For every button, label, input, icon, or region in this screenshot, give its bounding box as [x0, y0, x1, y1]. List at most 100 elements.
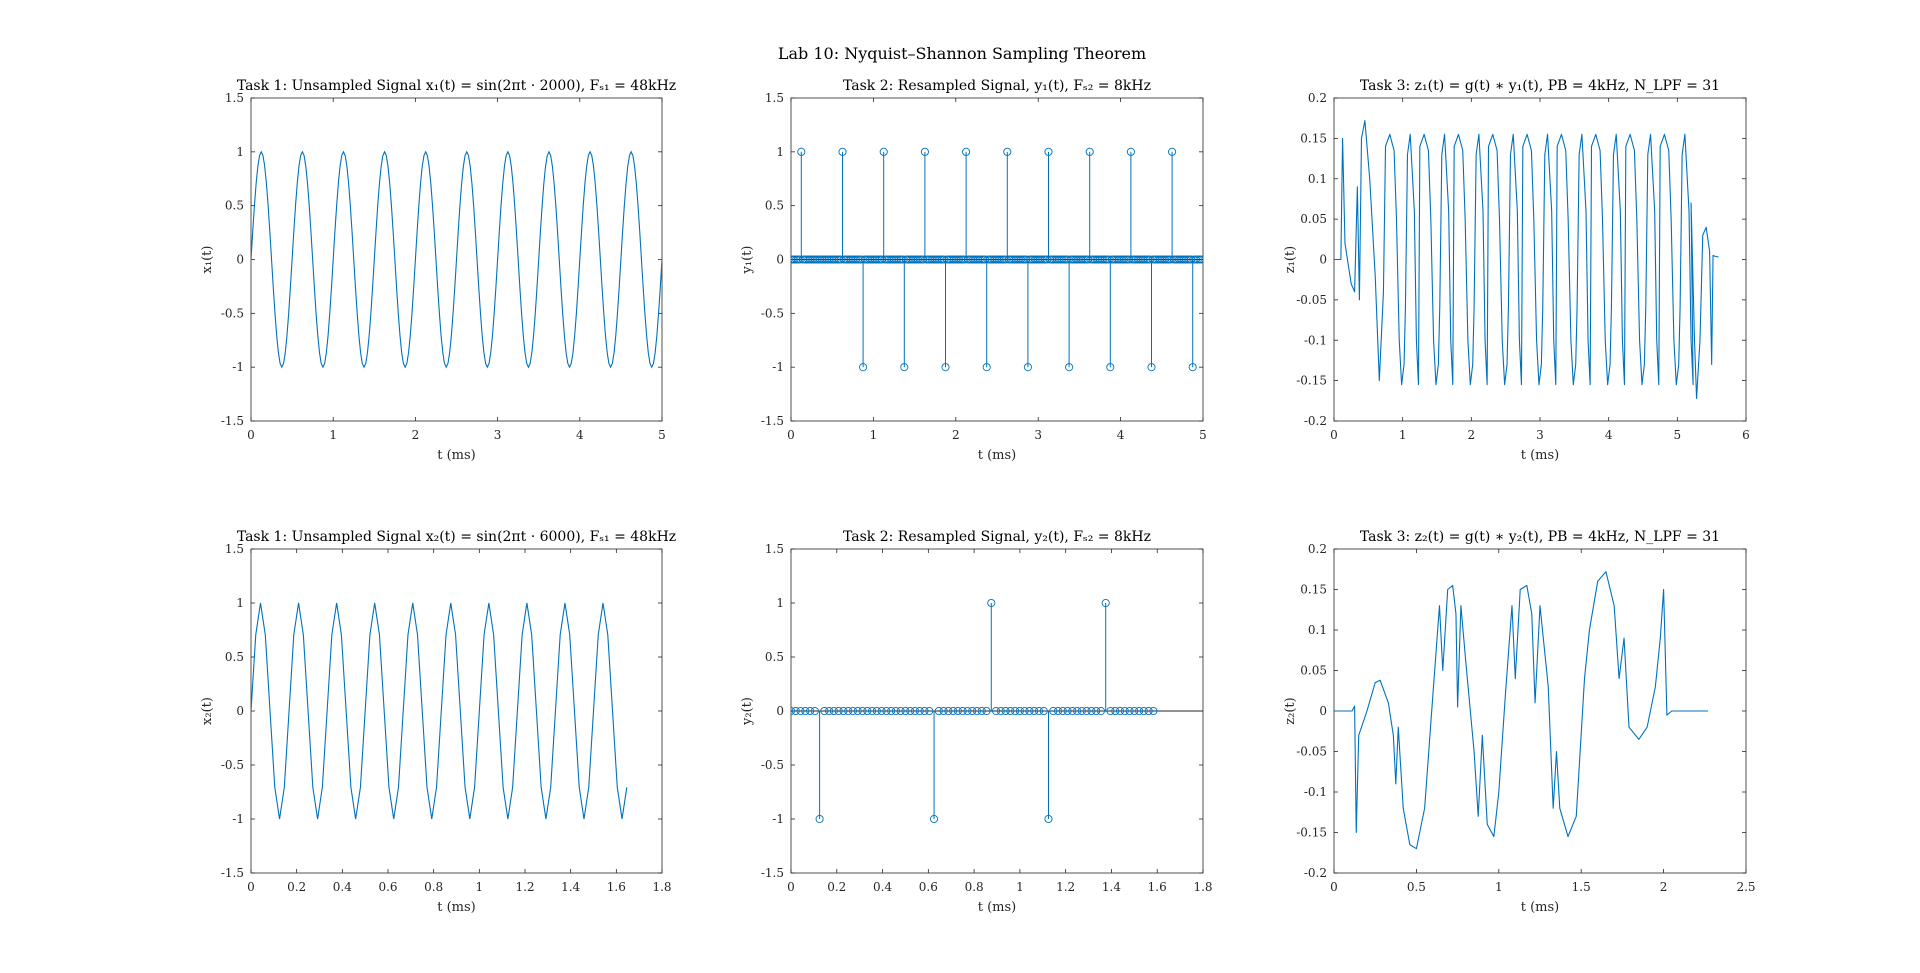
x-tick-label: 5	[1199, 428, 1207, 442]
stem-marker	[920, 706, 929, 716]
stem-marker	[829, 706, 838, 716]
stem-marker	[925, 706, 934, 716]
panel-z2-filtered: 0 0.5 1 1.5 2 2.5 -0.2 -0.15 -0.1 -0.05 0 0.05 0.1 0.…	[1283, 529, 1756, 915]
stem-marker	[944, 706, 953, 716]
stem-marker	[1120, 706, 1129, 716]
stem-marker	[838, 147, 847, 156]
y-tick-label: -0.05	[1296, 293, 1327, 307]
panel-title: Task 3: z₂(t) = g(t) ∗ y₂(t), PB = 4kHz,…	[1360, 529, 1720, 545]
stem-marker	[820, 706, 829, 716]
stem-marker	[1023, 363, 1032, 372]
y-tick-label: 0	[236, 253, 244, 267]
x-axis-label: t (ms)	[437, 900, 476, 915]
stem-marker	[1188, 363, 1197, 372]
y-tick-label: 0.1	[1308, 623, 1327, 637]
stem-marker	[930, 814, 939, 824]
stem-marker	[1096, 706, 1106, 716]
plot-area	[1334, 571, 1709, 850]
x-tick-label: 4	[1605, 428, 1613, 442]
stem-marker	[1020, 706, 1029, 716]
stem-marker	[1101, 598, 1110, 608]
y-tick-label: -0.2	[1304, 866, 1327, 880]
y-tick-label: 0.5	[765, 650, 784, 664]
panel-y2-resampled: 0 0.2 0.4 0.6 0.8 1 1.2 1.4 1.6 1.8 -1.5 -1 -0.5 0 0.5…	[740, 529, 1213, 915]
panel-z1-filtered: 0 1 2 3 4 5 6 -0.2 -0.15 -0.1 -0.05 0 0.05 0.1 0.15 0.2…	[1283, 78, 1750, 463]
y-axis-label: y₁(t)	[740, 246, 755, 275]
stem-marker	[1001, 706, 1010, 716]
x-tick-label: 2.5	[1736, 880, 1755, 894]
x-tick-label: 0	[247, 880, 255, 894]
stem-marker	[963, 706, 972, 716]
stem-marker	[1126, 147, 1135, 156]
stem-marker	[1111, 706, 1120, 716]
stem-marker	[1087, 706, 1096, 716]
x-axis-label: t (ms)	[1521, 448, 1560, 463]
stem-marker	[1168, 147, 1177, 156]
stem-marker	[1030, 706, 1039, 716]
stem-marker	[872, 706, 881, 716]
x-tick-label: 1.8	[652, 880, 671, 894]
x-tick-label: 1	[870, 428, 878, 442]
stem-marker	[906, 706, 915, 716]
y-tick-label: 0.5	[225, 650, 244, 664]
x-axis-label: t (ms)	[1521, 900, 1560, 915]
stem-marker	[863, 706, 872, 716]
stem-marker	[877, 706, 886, 716]
stem-marker	[797, 147, 806, 156]
stem-marker	[879, 147, 888, 156]
x-tick-label: 2	[1468, 428, 1476, 442]
stem-marker	[1092, 706, 1101, 716]
x-tick-label: 0.6	[919, 880, 938, 894]
stem-marker	[882, 706, 891, 716]
stem-marker	[1106, 706, 1115, 716]
y-axis-label: z₂(t)	[1283, 697, 1298, 724]
stem-marker	[941, 363, 950, 372]
stem-marker	[859, 363, 868, 372]
stem-marker	[1197, 255, 1203, 264]
x-axis-label: t (ms)	[437, 448, 476, 463]
stem-marker	[915, 706, 924, 716]
stem-marker	[815, 814, 824, 824]
stem-marker	[996, 706, 1005, 716]
y-tick-label: 0	[1319, 704, 1327, 718]
stem-marker	[848, 706, 858, 716]
plot-area	[251, 150, 662, 369]
stem-marker	[1082, 706, 1091, 716]
y-tick-label: 1	[776, 596, 784, 610]
stem-marker	[958, 706, 967, 716]
x-tick-label: 1	[1016, 880, 1024, 894]
stem-marker	[962, 147, 971, 156]
stem-marker	[868, 706, 877, 716]
stem-marker	[953, 706, 962, 716]
stem-marker	[910, 706, 920, 716]
stem-marker	[1077, 706, 1086, 716]
y-tick-label: 1.5	[765, 91, 784, 105]
series-line	[251, 602, 628, 820]
x-axis-label: t (ms)	[978, 900, 1017, 915]
y-tick-label: -0.15	[1296, 374, 1327, 388]
stem-marker	[834, 706, 843, 716]
figure-suptitle: Lab 10: Nyquist–Shannon Sampling Theorem	[778, 44, 1146, 63]
series-line	[251, 150, 662, 369]
y-tick-label: 0	[776, 704, 784, 718]
x-tick-label: 0.2	[287, 880, 306, 894]
y-tick-label: 1.5	[225, 91, 244, 105]
stem-marker	[1058, 706, 1067, 716]
stem-marker	[1011, 706, 1020, 716]
stem-marker	[1073, 706, 1082, 716]
x-tick-label: 3	[1034, 428, 1042, 442]
y-tick-label: 0.05	[1300, 212, 1327, 226]
y-tick-label: -0.05	[1296, 745, 1327, 759]
x-tick-label: 3	[494, 428, 502, 442]
x-tick-label: 4	[1117, 428, 1125, 442]
stem-marker	[1139, 706, 1148, 716]
stem-marker	[972, 706, 982, 716]
series-line	[1334, 120, 1719, 399]
plot-area	[791, 598, 1203, 824]
x-tick-label: 1.5	[1572, 880, 1591, 894]
y-axis-label: y₂(t)	[740, 697, 755, 726]
stem-marker	[1130, 706, 1139, 716]
stem-marker	[1049, 706, 1058, 716]
x-tick-label: 1.4	[561, 880, 580, 894]
